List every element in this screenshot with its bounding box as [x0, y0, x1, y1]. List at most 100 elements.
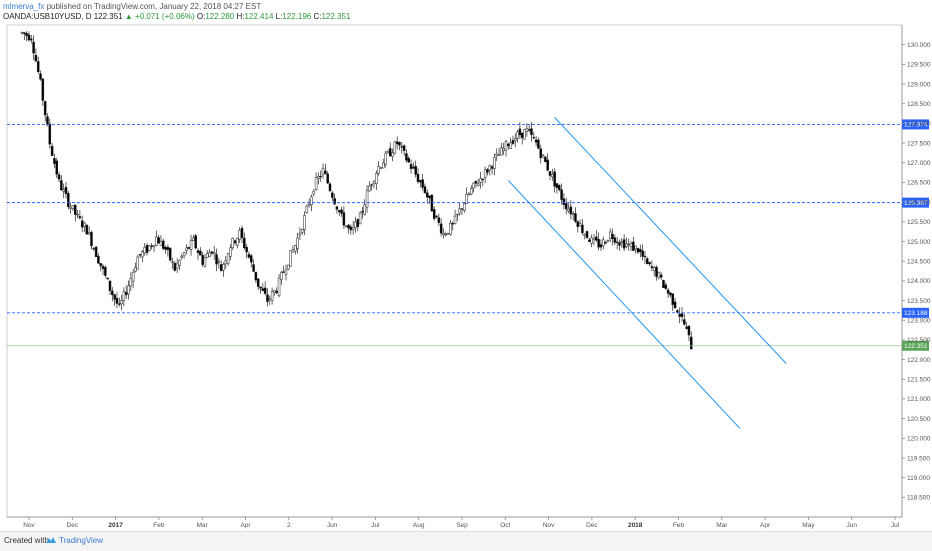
candle-body [634, 245, 637, 250]
candle-body [46, 116, 49, 125]
candle-body [558, 185, 561, 191]
candle-body [356, 218, 360, 227]
candle-body [157, 237, 160, 244]
candle-body [254, 271, 258, 281]
candle-body [314, 177, 318, 190]
candle-body [215, 254, 218, 265]
candle-body [405, 153, 408, 161]
candle-body [507, 143, 510, 147]
candle-body [53, 158, 56, 164]
candle-body [131, 272, 135, 282]
x-tick-label: Dec [67, 522, 79, 529]
candle-body [340, 209, 343, 214]
last-price-label-bg [902, 340, 929, 351]
candle-body [368, 185, 371, 192]
level-label-bg [902, 197, 929, 208]
candle-body [657, 272, 661, 278]
author-link[interactable]: mlmerva_fx [3, 2, 45, 11]
candle-body [48, 123, 52, 145]
candle-body [646, 258, 649, 264]
candle-body [317, 176, 320, 179]
candle-body [534, 139, 538, 143]
candle-body [122, 291, 126, 301]
candle-body [641, 250, 644, 257]
close-label: C: [313, 12, 322, 21]
candle-body [620, 241, 624, 243]
plot-area [6, 24, 903, 518]
candle-body [108, 280, 112, 291]
candle-body [83, 222, 86, 227]
candle-body [321, 167, 325, 175]
candle-body [238, 230, 241, 240]
candle-body [236, 238, 239, 246]
candle-body [618, 242, 621, 246]
candle-body [527, 129, 531, 131]
y-tick-label: 129.000 [907, 81, 931, 88]
candle-body [280, 272, 283, 280]
candle-body [495, 153, 498, 156]
candle-body [585, 231, 589, 238]
x-tick-label: Nov [543, 522, 555, 529]
candle-body [43, 101, 47, 116]
candle-body [94, 246, 98, 258]
candle-body [34, 55, 38, 62]
candle-body [69, 206, 72, 209]
candle-body [451, 223, 454, 225]
y-tick-label: 125.000 [907, 239, 931, 246]
candle-body [342, 212, 346, 226]
candle-body [599, 244, 603, 248]
x-tick-label: Mar [716, 522, 728, 529]
x-tick-label: 2018 [628, 522, 643, 529]
candle-body [261, 288, 265, 291]
open-label: O: [196, 12, 206, 21]
y-tick-label: 119.500 [907, 455, 930, 462]
candle-body [493, 157, 496, 169]
x-tick-label: Jun [846, 522, 857, 529]
candle-body [245, 246, 248, 253]
candle-body [344, 225, 348, 228]
candle-body [365, 190, 369, 208]
candle-body [683, 319, 686, 325]
x-tick-label: Oct [500, 522, 510, 529]
candle-body [680, 313, 684, 318]
candle-body [233, 240, 237, 244]
candle-body [23, 32, 26, 35]
candle-body [435, 215, 438, 217]
candle-body [481, 178, 485, 181]
candle-body [185, 247, 188, 251]
candle-body [423, 186, 427, 193]
candle-body [247, 254, 251, 258]
candle-body [57, 174, 61, 180]
candle-body [486, 169, 489, 173]
candle-body [391, 152, 394, 157]
candle-body [597, 239, 600, 248]
candle-body [173, 262, 177, 271]
candle-body [673, 301, 677, 309]
low-value: 122.196 [282, 12, 312, 21]
last-price-text: 122.351 [93, 12, 123, 21]
channel-trend-line [554, 117, 787, 364]
candle-body [604, 242, 607, 244]
candle-body [382, 162, 385, 169]
candle-body [541, 154, 545, 156]
y-tick-label: 124.000 [907, 278, 931, 285]
candle-body [67, 193, 70, 208]
x-tick-label: 2017 [108, 522, 123, 529]
candle-body [55, 160, 58, 175]
last-price-label: 122.351 [904, 343, 928, 350]
candle-body [625, 243, 628, 247]
candle-body [444, 233, 448, 236]
publish-text: published on TradingView.com, January 22… [44, 2, 262, 11]
price-chart[interactable]: 127.974 125.987 123.188 122.351 118.500 119.… [0, 0, 932, 531]
x-tick-label: 2 [287, 522, 291, 529]
candle-body [398, 141, 401, 146]
x-tick-label: Jul [891, 522, 900, 529]
candle-body [676, 310, 679, 313]
candle-body [256, 278, 260, 287]
level-label: 125.987 [904, 200, 928, 207]
candle-body [76, 213, 79, 216]
footer-brand-link[interactable]: TradingView [59, 536, 104, 545]
candle-body [141, 251, 144, 258]
candle-body [548, 171, 552, 176]
candle-body [428, 195, 431, 199]
